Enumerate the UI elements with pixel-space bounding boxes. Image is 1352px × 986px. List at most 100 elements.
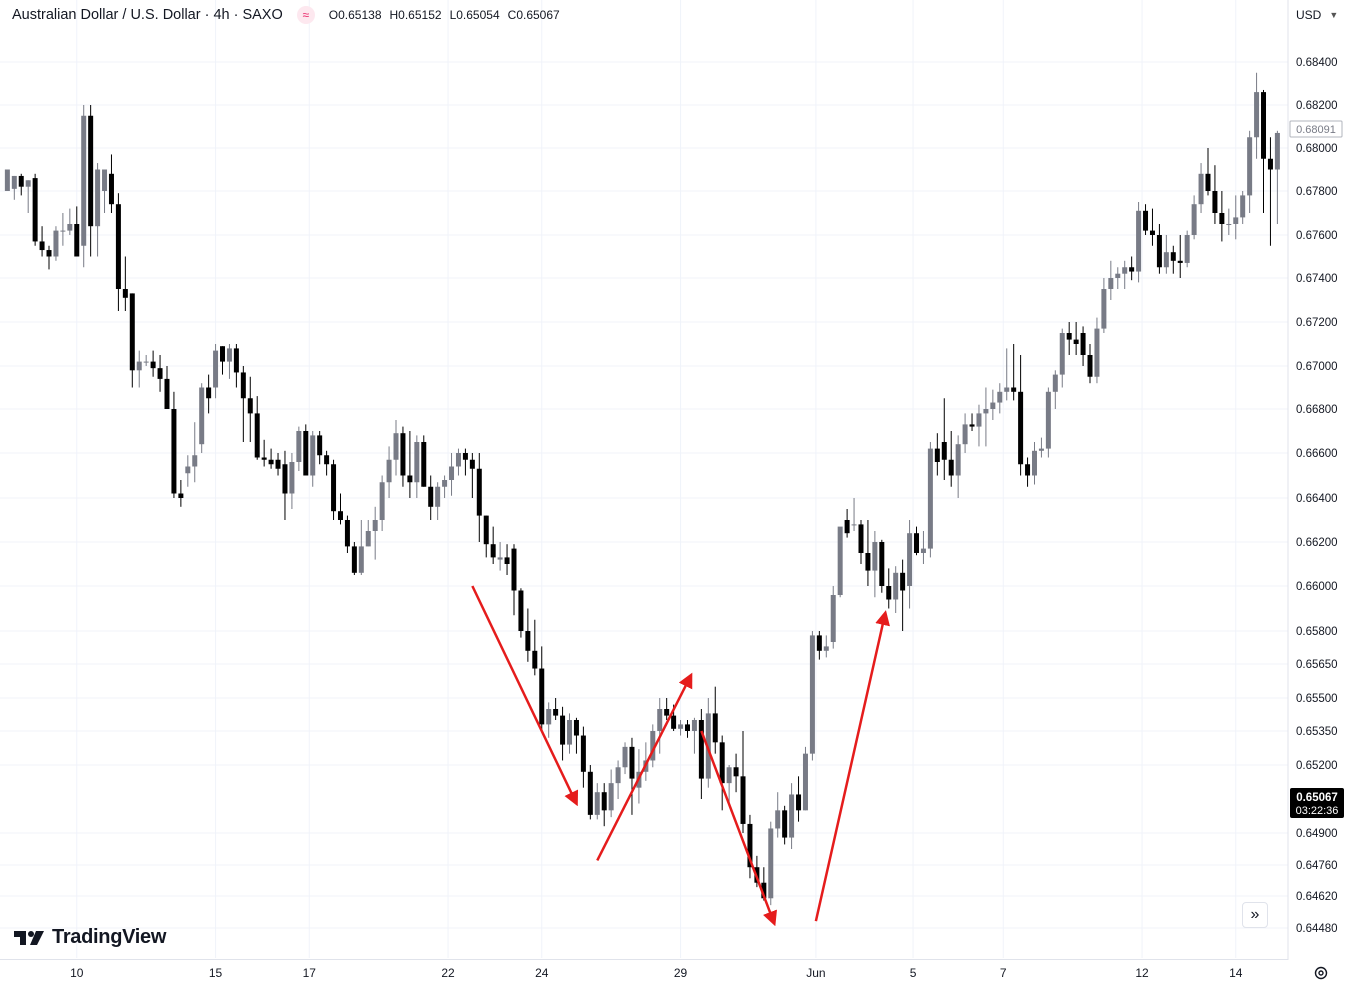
candle	[650, 724, 656, 768]
candle-body	[351, 546, 357, 573]
candle	[539, 646, 545, 731]
candle	[4, 169, 10, 191]
candle	[740, 731, 746, 833]
price-tick-label: 0.66000	[1296, 581, 1338, 593]
candle-body	[546, 709, 552, 725]
candle	[199, 383, 205, 453]
candle-body	[282, 464, 288, 494]
candle	[684, 720, 690, 738]
tradingview-logo[interactable]: TradingView	[14, 926, 166, 949]
symbol-title[interactable]: Australian Dollar / U.S. Dollar · 4h · S…	[12, 7, 283, 23]
candle	[351, 542, 357, 575]
candle	[1108, 260, 1114, 300]
trend-arrows[interactable]	[471, 585, 890, 927]
scroll-to-realtime-button[interactable]: »	[1242, 902, 1268, 928]
candle	[136, 350, 142, 388]
candle-body	[1045, 391, 1051, 449]
tradingview-logo-icon	[14, 930, 44, 945]
trend-arrow[interactable]	[596, 672, 693, 861]
candle-body	[67, 224, 73, 231]
trend-arrow[interactable]	[814, 610, 890, 922]
candle-body	[261, 457, 267, 460]
candle-body	[365, 531, 371, 547]
candle	[976, 404, 982, 447]
high-value: 0.65152	[398, 8, 442, 22]
candle	[1240, 191, 1246, 224]
candle-body	[379, 482, 385, 520]
candle	[393, 420, 399, 476]
candle	[261, 439, 267, 467]
candle	[455, 448, 461, 476]
price-tick-label: 0.67600	[1296, 230, 1338, 242]
candle-body	[858, 524, 864, 553]
candle-body	[920, 548, 926, 553]
candle	[428, 475, 434, 520]
candle	[719, 735, 725, 811]
candle-body	[143, 361, 149, 363]
candle-body	[761, 882, 767, 899]
candle-body	[671, 715, 677, 729]
candle	[712, 686, 718, 754]
candle	[629, 737, 635, 815]
crosshair-price-text: 0.68091	[1296, 124, 1336, 136]
price-axis[interactable]: 0.68400 0.68200 0.68000 0.67800 0.67600 0.674…	[1296, 57, 1338, 935]
candle-body	[115, 204, 121, 289]
candle	[74, 206, 80, 257]
candle-body	[698, 720, 704, 779]
chart-grid	[0, 0, 1288, 958]
price-tick-label: 0.64480	[1296, 923, 1338, 935]
time-tick-label: Jun	[806, 966, 825, 980]
candle-body	[1267, 158, 1273, 170]
candle	[164, 366, 170, 409]
candle	[1233, 195, 1239, 240]
replay-icon[interactable]: ≈	[296, 6, 315, 24]
gear-icon[interactable]	[1310, 962, 1332, 984]
candle	[206, 374, 212, 414]
candle-body	[331, 464, 337, 512]
candle-body	[18, 175, 24, 187]
candle-body	[539, 668, 545, 725]
candle-body	[726, 767, 732, 784]
candle	[157, 355, 163, 392]
trend-arrow[interactable]	[700, 730, 778, 927]
candle	[275, 453, 281, 476]
time-tick-label: 5	[910, 966, 917, 980]
candle	[247, 376, 253, 442]
candle-body	[615, 767, 621, 784]
open-value: 0.65138	[338, 8, 382, 22]
close-label: C	[507, 8, 517, 22]
candle-body	[1059, 333, 1065, 375]
candle-body	[136, 361, 142, 371]
candle	[282, 450, 288, 520]
candle	[726, 765, 732, 804]
candle	[615, 760, 621, 799]
candle-body	[324, 455, 330, 465]
candle-body	[504, 557, 510, 564]
candle	[240, 366, 246, 442]
candle-body	[1274, 132, 1280, 170]
last-price-label: 0.65067 03:22:36	[1290, 788, 1344, 818]
currency-selector[interactable]: USD ▼	[1290, 4, 1346, 26]
candle-body	[740, 776, 746, 824]
time-axis[interactable]: 10 15 17 22 24 29 Jun 5 7 12 14	[70, 966, 1243, 980]
candle	[664, 698, 670, 720]
candle	[185, 455, 191, 487]
candle-body	[490, 544, 496, 558]
trend-arrow[interactable]	[471, 585, 579, 807]
candle-body	[476, 468, 482, 516]
candle-body	[233, 348, 239, 373]
candle	[983, 387, 989, 447]
candle	[1136, 202, 1142, 283]
candle	[789, 783, 795, 849]
candle	[837, 526, 843, 598]
candle-body	[435, 486, 441, 507]
candle-body	[497, 557, 503, 560]
candle	[421, 435, 427, 487]
candle	[108, 154, 114, 213]
price-tick-label: 0.66600	[1296, 448, 1338, 460]
ohlc-low: L0.65054	[450, 8, 500, 22]
candle	[1052, 370, 1058, 409]
candle	[893, 566, 899, 613]
candle	[698, 709, 704, 799]
